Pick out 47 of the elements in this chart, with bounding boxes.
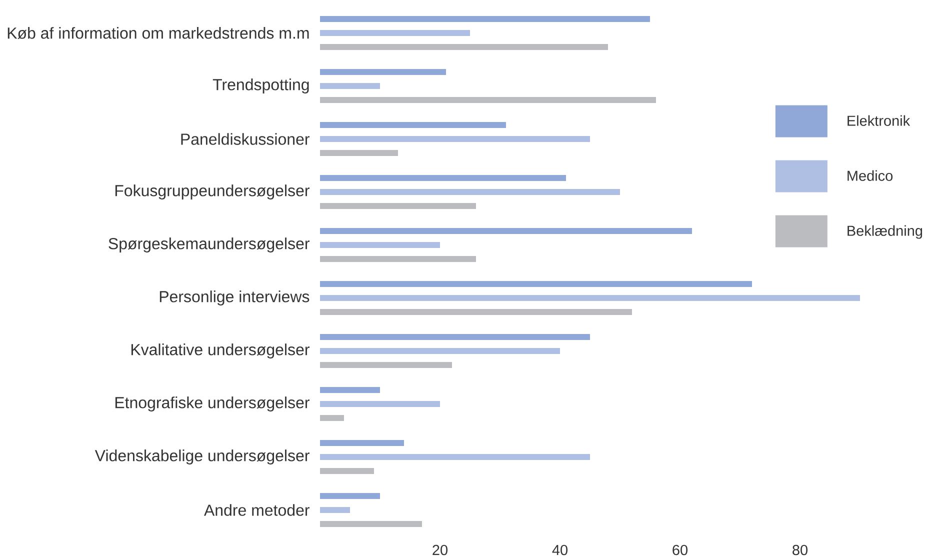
bar xyxy=(320,362,452,368)
bar xyxy=(320,150,398,156)
x-tick-label: 60 xyxy=(672,544,688,556)
bar xyxy=(320,387,380,394)
bar xyxy=(320,16,650,22)
y-tick-label: Videnskabelige undersøgelser xyxy=(94,450,310,464)
bar xyxy=(320,468,374,474)
bar xyxy=(320,83,380,90)
bar xyxy=(320,295,860,302)
y-tick-label: Andre metoder xyxy=(204,504,310,516)
y-tick-label: Kvalitative undersøgelser xyxy=(131,344,310,358)
x-tick-label: 80 xyxy=(792,544,808,556)
bar xyxy=(320,256,476,262)
bar xyxy=(320,281,752,288)
x-tick-label: 20 xyxy=(432,544,448,556)
y-tick-label: Etnografiske undersøgelser xyxy=(115,396,310,412)
y-tick-label: Personlige interviews xyxy=(160,290,310,306)
bar xyxy=(320,309,632,316)
bar xyxy=(320,30,470,36)
bar xyxy=(320,415,344,422)
bar xyxy=(320,175,566,182)
bar xyxy=(320,440,404,446)
bar xyxy=(320,228,692,234)
bar xyxy=(320,203,476,210)
legend-label: Beklædning xyxy=(848,225,922,239)
bar xyxy=(320,454,590,460)
x-tick-label: 40 xyxy=(552,544,568,556)
bar xyxy=(320,507,350,514)
bar xyxy=(320,348,560,354)
bar xyxy=(320,521,422,528)
y-tick-label: Trendspotting xyxy=(212,78,309,94)
bar xyxy=(320,97,656,104)
bar xyxy=(320,401,440,408)
bar xyxy=(320,242,440,248)
bar xyxy=(320,44,608,50)
bar xyxy=(320,334,590,340)
bar xyxy=(320,122,506,128)
y-tick-label: Spørgeskemaundersøgelser xyxy=(108,238,310,252)
bar xyxy=(320,189,620,196)
bar xyxy=(320,136,590,142)
bar xyxy=(320,493,380,500)
y-tick-label: Paneldiskussioner xyxy=(181,133,310,145)
bar xyxy=(320,69,446,76)
y-tick-label: Køb af information om markedstrends m.m xyxy=(8,27,309,39)
y-tick-label: Fokusgruppeundersøgelser xyxy=(115,184,310,200)
legend-label: Medico xyxy=(848,170,893,181)
legend-label: Elektronik xyxy=(848,115,910,126)
